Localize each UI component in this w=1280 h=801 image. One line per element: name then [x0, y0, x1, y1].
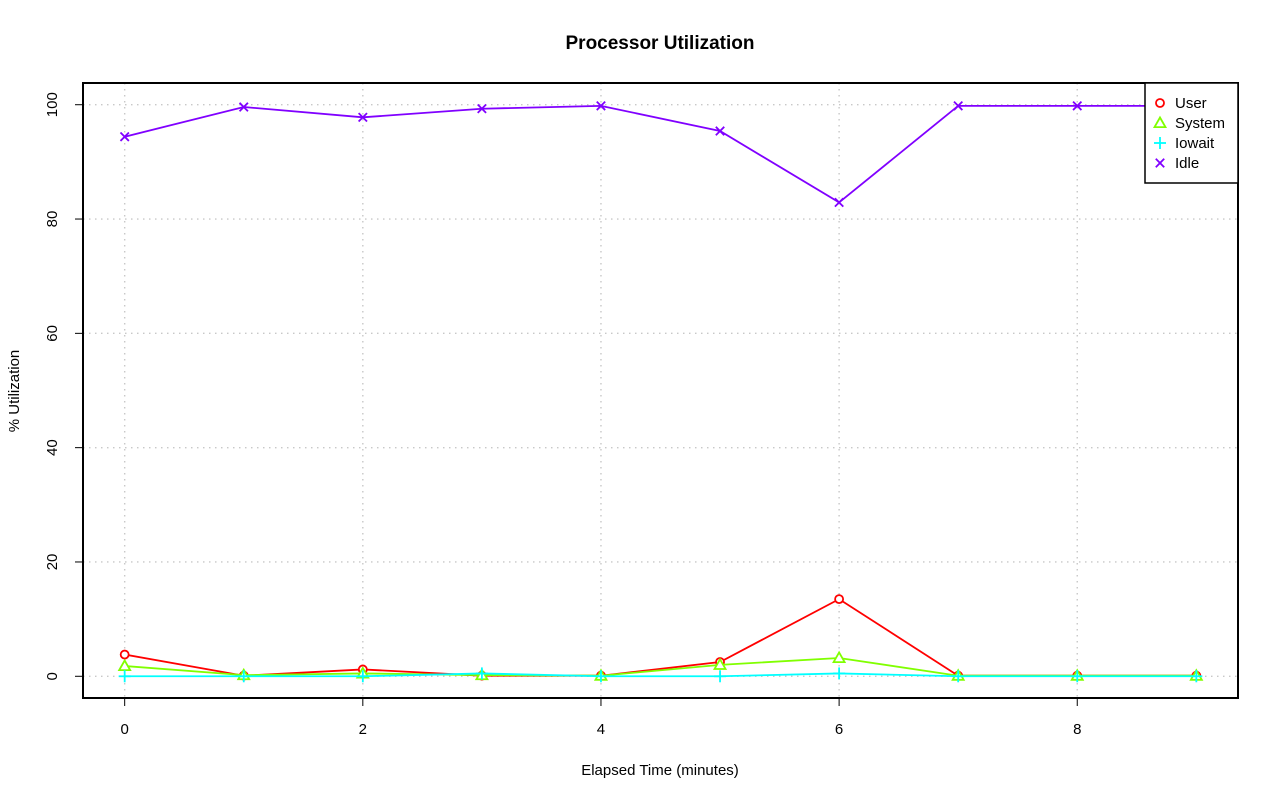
x-axis: 0 2 4 6 8 — [121, 698, 1081, 738]
legend-label-user: User — [1175, 95, 1207, 112]
legend-item-idle: Idle — [1155, 155, 1199, 172]
data-point-system — [712, 657, 728, 670]
legend: User System Iowait Idle — [1144, 82, 1239, 184]
legend-label-idle: Idle — [1175, 155, 1199, 172]
legend-marker-system — [1152, 115, 1168, 129]
y-tick-label: 60 — [44, 325, 61, 342]
data-point-idle — [1072, 101, 1083, 111]
data-point-system — [117, 658, 132, 672]
chart-title: Processor Utilization — [566, 33, 755, 54]
y-tick-label: 0 — [44, 672, 61, 680]
series-line-user — [124, 598, 1197, 677]
legend-item-system: System — [1152, 115, 1225, 132]
series-user — [119, 594, 1202, 681]
x-tick-label: 0 — [121, 721, 129, 738]
x-tick-label: 2 — [359, 721, 367, 738]
data-point-iowait — [714, 670, 727, 683]
data-point-iowait — [475, 667, 488, 680]
y-axis: 0 20 40 60 80 100 — [44, 92, 83, 680]
series-line-idle — [124, 104, 1197, 204]
data-point-idle — [119, 131, 130, 142]
series-line-iowait — [124, 672, 1197, 678]
y-axis-label: % Utilization — [6, 350, 23, 433]
x-tick-label: 8 — [1073, 721, 1081, 738]
data-point-user — [119, 649, 130, 660]
data-point-user — [834, 594, 845, 605]
data-point-iowait — [1071, 670, 1084, 683]
data-point-idle — [596, 101, 606, 111]
legend-marker-user — [1155, 98, 1165, 108]
y-tick-label: 20 — [44, 554, 61, 571]
grid-lines — [83, 83, 1238, 698]
legend-label-iowait: Iowait — [1175, 135, 1215, 152]
data-point-system — [832, 650, 847, 664]
legend-item-iowait: Iowait — [1154, 135, 1215, 152]
data-point-iowait — [833, 667, 846, 680]
x-tick-label: 6 — [835, 721, 843, 738]
legend-marker-iowait — [1154, 137, 1166, 149]
series-idle — [119, 101, 1202, 208]
data-point-idle — [477, 103, 487, 114]
data-point-idle — [238, 102, 249, 112]
data-point-iowait — [1190, 670, 1203, 683]
data-point-iowait — [237, 670, 250, 683]
data-point-idle — [357, 112, 368, 123]
data-point-idle — [834, 197, 844, 208]
x-tick-label: 4 — [597, 721, 605, 738]
series-layer — [117, 101, 1204, 683]
legend-label-system: System — [1175, 115, 1225, 132]
data-point-idle — [715, 126, 725, 136]
legend-marker-idle — [1155, 158, 1165, 168]
y-tick-label: 40 — [44, 439, 61, 456]
data-point-iowait — [356, 670, 369, 683]
y-tick-label: 100 — [44, 92, 61, 117]
data-point-iowait — [952, 670, 965, 683]
x-axis-label: Elapsed Time (minutes) — [581, 762, 739, 779]
data-point-iowait — [118, 670, 131, 683]
legend-item-user: User — [1155, 95, 1207, 112]
series-iowait — [118, 667, 1203, 683]
y-tick-label: 80 — [44, 211, 61, 228]
plot-frame — [82, 82, 1239, 699]
data-point-iowait — [594, 670, 607, 683]
data-point-idle — [953, 101, 964, 111]
